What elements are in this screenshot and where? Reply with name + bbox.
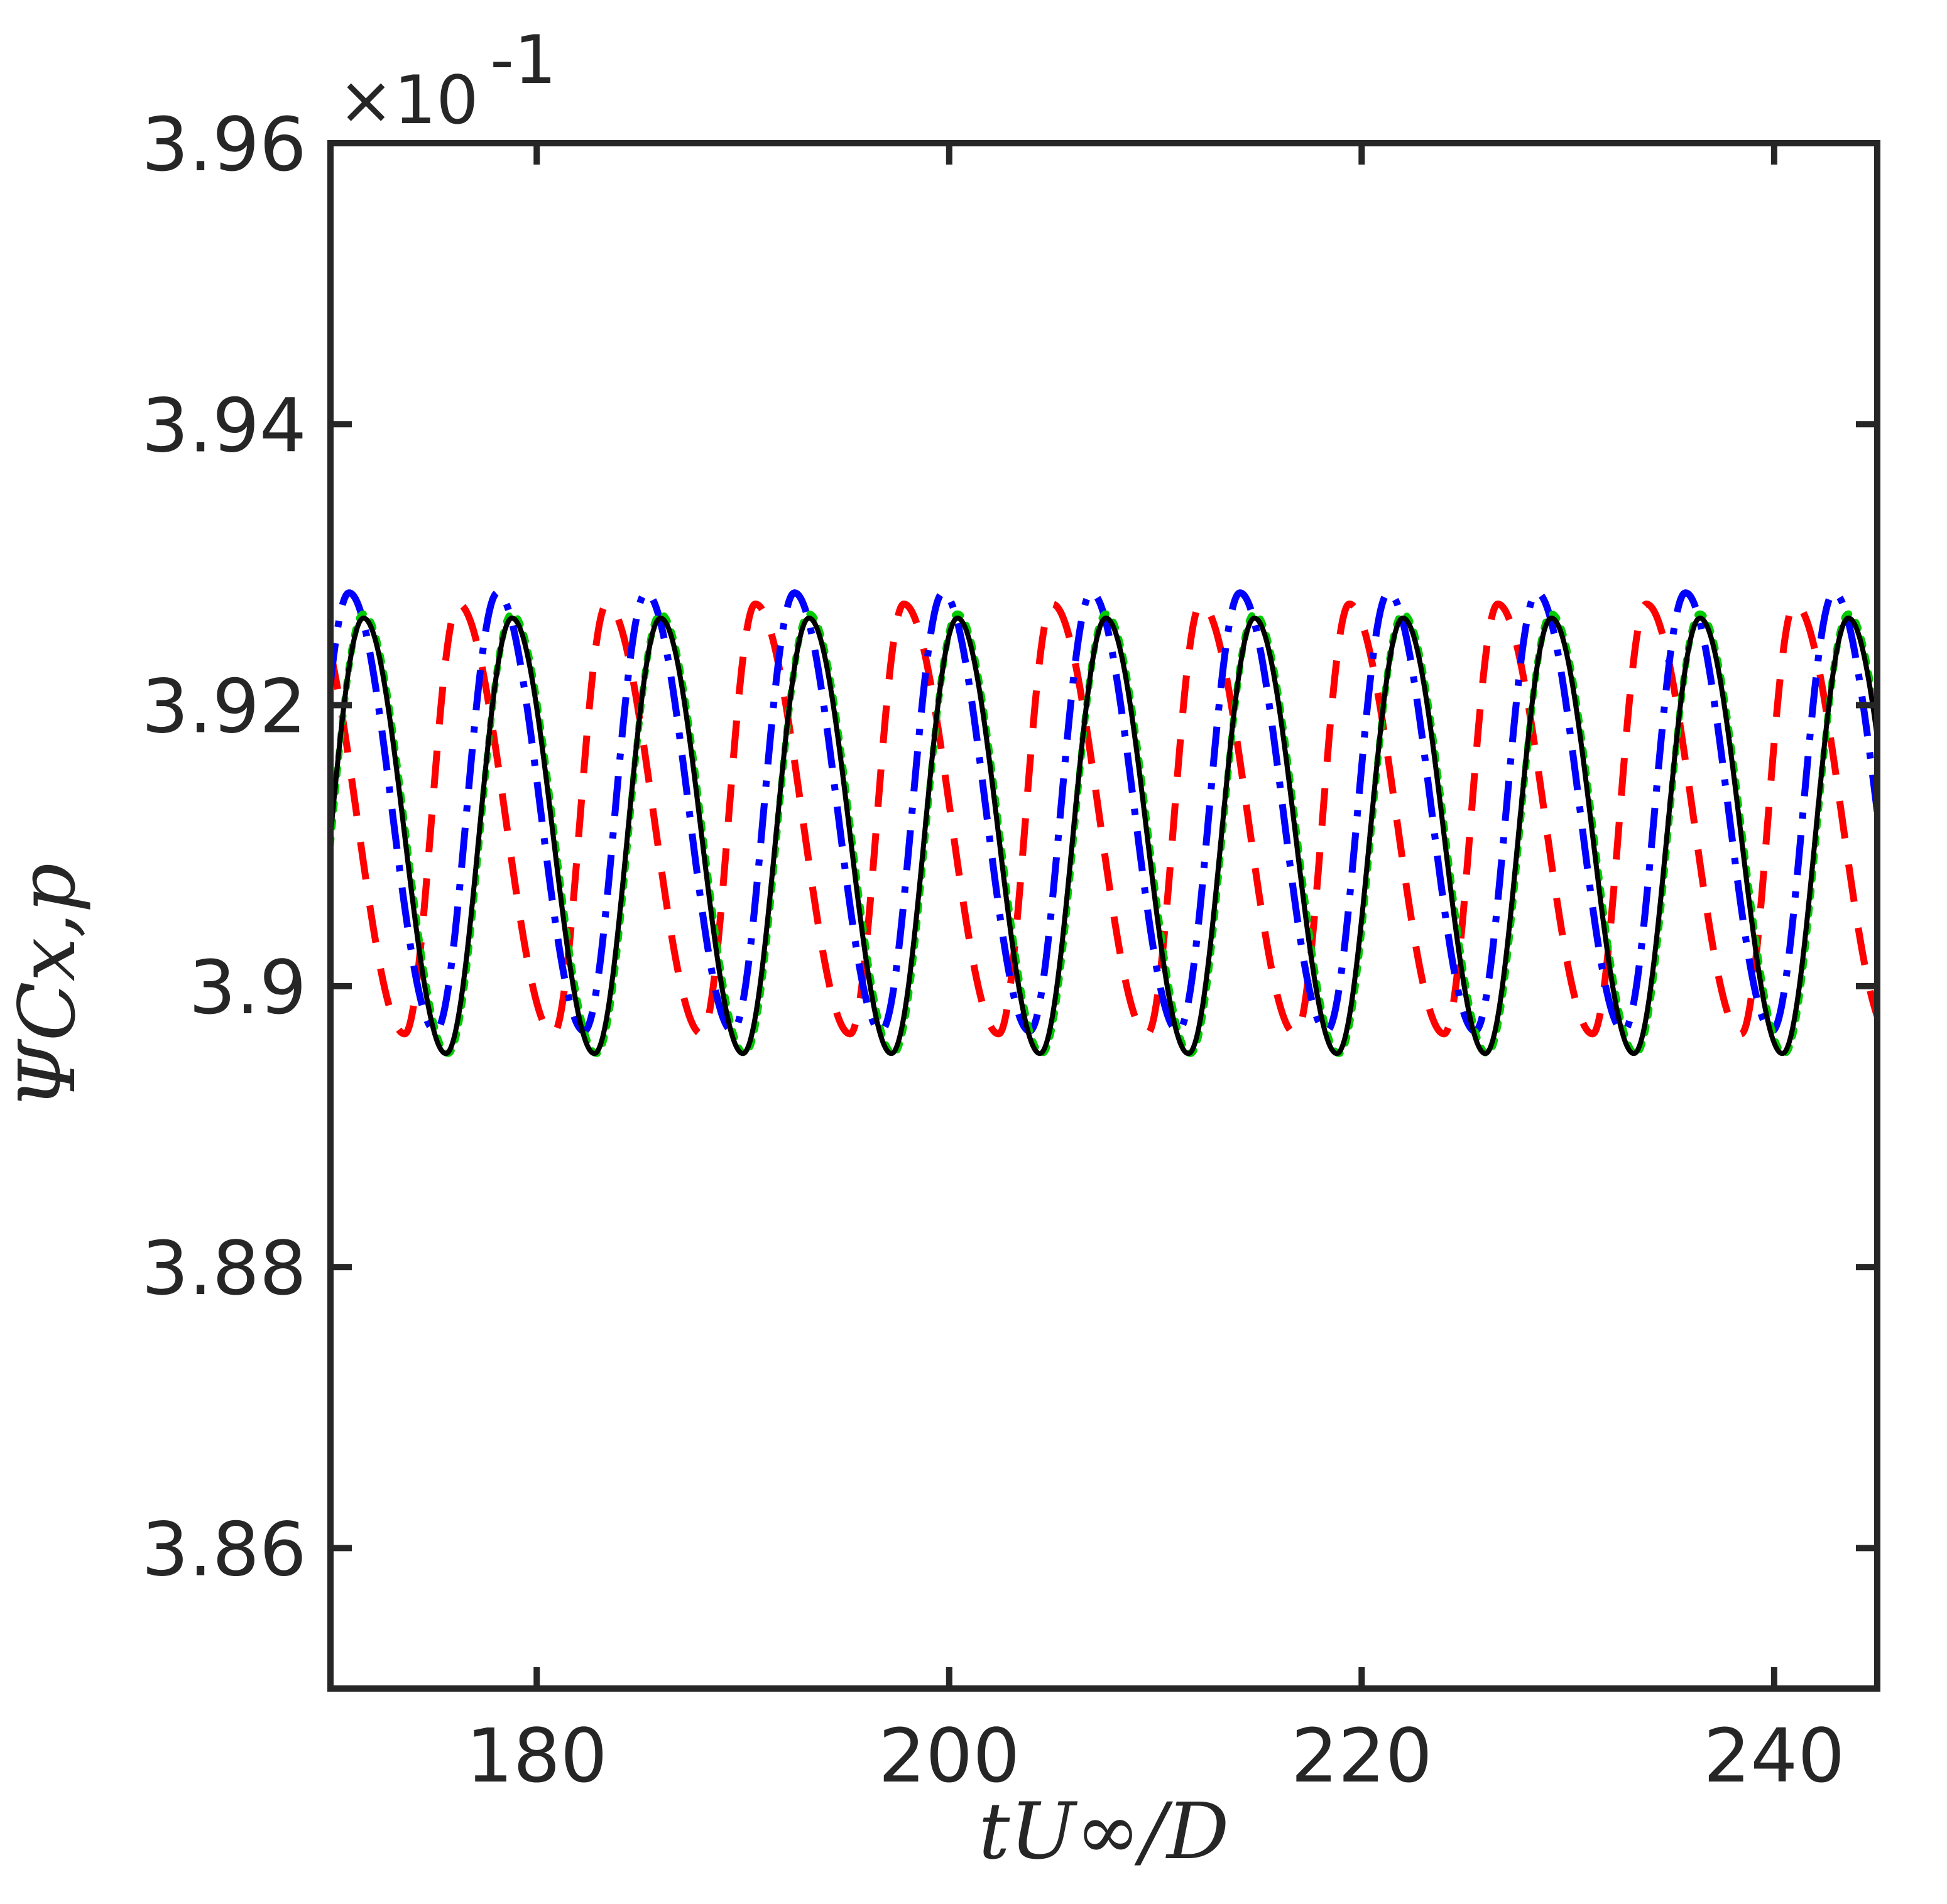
y-tick-label-5: 3.96 <box>141 101 307 188</box>
axes-box <box>327 140 1880 1692</box>
y-tick-label-3: 3.92 <box>141 663 307 750</box>
x-axis-label: tU∞/D <box>979 1787 1230 1877</box>
y-tick-label-2: 3.9 <box>188 944 307 1031</box>
y-exponent-power: -1 <box>490 21 557 99</box>
x-tick-label-200: 200 <box>878 1712 1020 1799</box>
ticks-layer <box>330 140 1877 1689</box>
y-tick-label-0: 3.86 <box>141 1506 307 1592</box>
series-layer <box>330 589 1877 1057</box>
y-axis-label: ΨCx,p <box>3 863 93 1109</box>
y-exponent-prefix: ×10 <box>338 62 479 139</box>
plot-area <box>330 143 1877 1689</box>
y-tick-label-4: 3.94 <box>141 382 307 469</box>
x-tick-label-240: 240 <box>1703 1712 1845 1799</box>
x-tick-label-220: 220 <box>1291 1712 1432 1799</box>
tick-labels-layer: 180 200 220 240 3.86 3.88 3.9 3.92 3.94 3.96 <box>141 101 1845 1799</box>
series-line-4 <box>330 615 1877 1057</box>
y-tick-label-1: 3.88 <box>141 1225 307 1312</box>
x-tick-label-180: 180 <box>466 1712 608 1799</box>
